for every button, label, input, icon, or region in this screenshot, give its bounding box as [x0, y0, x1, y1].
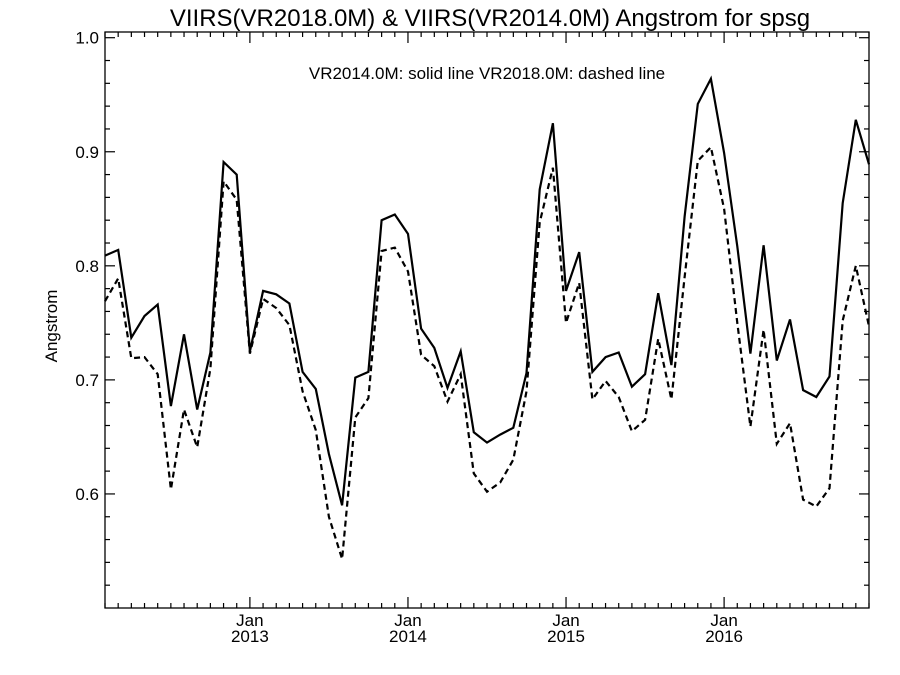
x-tick-month-label: Jan [552, 611, 579, 630]
x-tick-year-label: 2016 [705, 627, 743, 646]
chart-title: VIIRS(VR2018.0M) & VIIRS(VR2014.0M) Angs… [170, 5, 810, 32]
x-tick-year-label: 2013 [231, 627, 269, 646]
y-tick-label: 0.6 [75, 485, 99, 504]
y-tick-label: 0.7 [75, 371, 99, 390]
x-tick-year-label: 2014 [389, 627, 427, 646]
series-line-vr2014-0m [104, 75, 871, 506]
x-tick-month-label: Jan [710, 611, 737, 630]
axes: 0.60.70.80.91.0Jan2013Jan2014Jan2015Jan2… [75, 29, 870, 646]
y-tick-label: 0.9 [75, 143, 99, 162]
series-layer [104, 75, 871, 560]
x-tick-month-label: Jan [394, 611, 421, 630]
x-tick-year-label: 2015 [547, 627, 585, 646]
y-tick-label: 1.0 [75, 29, 99, 48]
legend-text: VR2014.0M: solid line VR2018.0M: dashed … [309, 64, 665, 83]
y-axis-label: Angstrom [42, 290, 61, 363]
series-line-vr2018-0m [104, 144, 871, 560]
x-tick-month-label: Jan [236, 611, 263, 630]
y-tick-label: 0.8 [75, 257, 99, 276]
